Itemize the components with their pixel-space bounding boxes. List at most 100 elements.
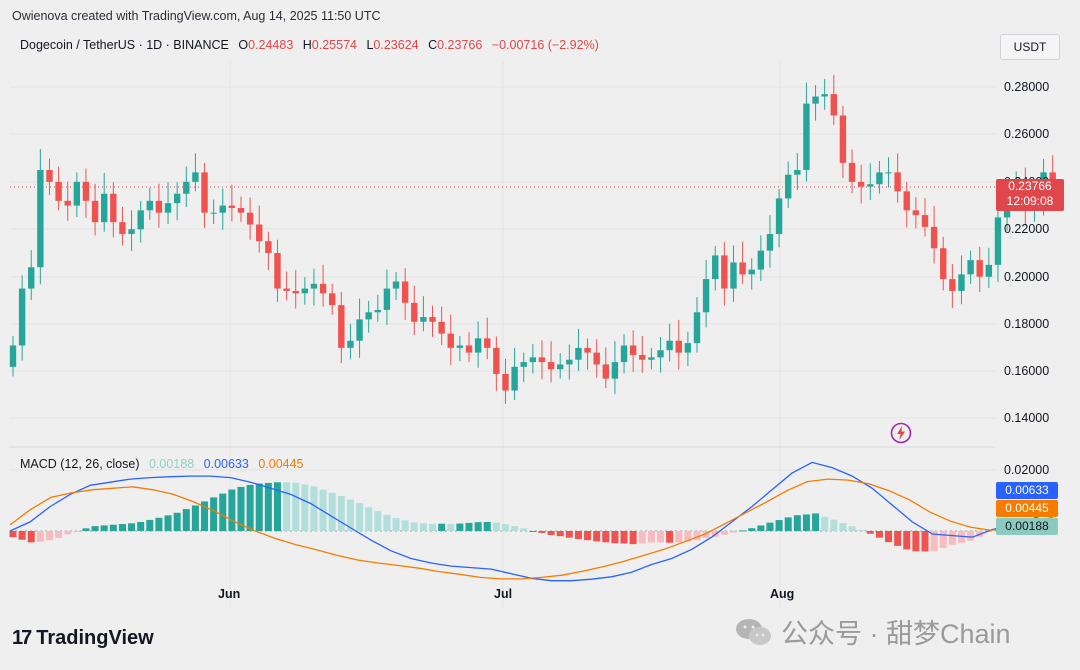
- candle-body: [940, 248, 947, 280]
- macd-histogram-bar: [638, 531, 646, 544]
- candle-body: [438, 321, 445, 334]
- change-value: −0.00716 (−2.92%): [491, 38, 599, 52]
- candle-body: [757, 250, 765, 270]
- candle-body: [55, 181, 62, 201]
- candle-body: [912, 210, 920, 216]
- macd-legend: MACD (12, 26, close) 0.00188 0.00633 0.0…: [20, 457, 304, 471]
- low-label: L: [366, 38, 374, 52]
- candle-body: [593, 352, 600, 365]
- price-tick: 0.16000: [1004, 364, 1050, 378]
- high-label: H: [302, 38, 312, 52]
- macd-tick: 0.02000: [1004, 463, 1050, 477]
- macd-histogram-bar: [18, 531, 26, 540]
- macd-histogram-bar: [729, 531, 737, 533]
- macd-histogram-bar: [310, 486, 318, 531]
- macd-title[interactable]: MACD (12, 26, close): [20, 457, 140, 471]
- open-label: O: [238, 38, 249, 52]
- candle-body: [155, 200, 163, 213]
- macd-histogram-bar: [401, 520, 409, 531]
- last-price-value: 0.23766: [1008, 179, 1052, 193]
- candle-body: [730, 262, 737, 289]
- candle-body: [949, 279, 956, 291]
- candle-body: [292, 290, 299, 294]
- macd-histogram-bar: [27, 531, 35, 543]
- close-value: 0.23766: [437, 38, 483, 52]
- watermark: 公众号 · 甜梦Chain: [735, 612, 1011, 651]
- candle-body: [584, 347, 591, 353]
- macd-histogram-bar: [647, 531, 655, 543]
- macd-histogram-bar: [82, 528, 90, 531]
- macd-histogram-bar: [438, 523, 446, 531]
- candle-body: [848, 162, 856, 182]
- candle-body: [748, 269, 755, 275]
- high-value: 0.25574: [311, 38, 357, 52]
- macd-histogram-bar: [538, 531, 546, 533]
- lightning-icon[interactable]: [890, 422, 912, 444]
- candle-body: [529, 357, 537, 363]
- macd-histogram-bar: [565, 531, 573, 538]
- candle-body: [274, 253, 281, 289]
- candle-body: [538, 357, 546, 363]
- tradingview-logo[interactable]: 17 TradingView: [12, 627, 154, 650]
- candles-group: [9, 75, 1056, 404]
- ohlc-legend: Dogecoin / TetherUS · 1D · BINANCE O0.24…: [20, 38, 599, 52]
- price-tick: 0.18000: [1004, 317, 1050, 331]
- candle-body: [620, 345, 628, 363]
- macd-histogram-bar: [91, 526, 99, 531]
- signal-line: [9, 478, 1053, 580]
- candle-body: [392, 281, 400, 289]
- macd-histogram-bar: [64, 531, 72, 535]
- macd-histogram-bar: [146, 519, 154, 531]
- candle-body: [246, 212, 254, 225]
- macd-value: 0.00633: [203, 457, 249, 471]
- candle-body: [265, 241, 272, 253]
- macd-histogram-bar: [702, 531, 710, 539]
- macd-histogram-bar: [264, 482, 272, 531]
- macd-histogram-bar: [383, 514, 391, 531]
- macd-histogram-bar: [894, 531, 902, 546]
- macd-histogram-bar: [511, 526, 519, 531]
- macd-histogram-bar: [830, 519, 838, 531]
- candle-body: [201, 172, 208, 213]
- macd-histogram-bar: [365, 507, 373, 531]
- x-tick-jul: Jul: [494, 587, 513, 601]
- candle-body: [283, 288, 290, 291]
- candle-body: [101, 193, 108, 223]
- macd-histogram-bar: [219, 493, 227, 531]
- currency-button[interactable]: USDT: [1000, 34, 1060, 60]
- macd-histogram-bar: [419, 523, 427, 531]
- macd-histogram-bar: [456, 523, 464, 531]
- candle-body: [766, 234, 774, 251]
- candle-body: [383, 288, 391, 310]
- macd-histogram-bar: [328, 492, 336, 531]
- candle-body: [712, 255, 719, 280]
- candle-body: [794, 170, 801, 175]
- macd-histogram-bar: [611, 531, 619, 544]
- candle-body: [876, 172, 883, 185]
- macd-histogram-bar: [866, 531, 874, 534]
- candle-body: [547, 362, 555, 370]
- candle-body: [91, 200, 99, 223]
- candle-body: [994, 217, 1002, 265]
- macd-histogram-bar: [173, 512, 181, 531]
- macd-histogram-bar: [620, 531, 628, 544]
- macd-histogram-bar: [574, 531, 582, 539]
- macd-histogram-bar: [191, 505, 199, 531]
- macd-histogram-bar: [109, 524, 117, 531]
- macd-histogram-bar: [529, 531, 537, 532]
- price-tick: 0.28000: [1004, 80, 1050, 94]
- macd-histogram-bar: [520, 528, 528, 531]
- candle-body: [73, 181, 81, 206]
- macd-histogram-bar: [346, 499, 354, 531]
- macd-histogram-bar: [547, 531, 555, 535]
- macd-histogram-bar: [356, 503, 364, 531]
- candle-body: [301, 288, 309, 294]
- macd-histogram-bar: [793, 515, 801, 531]
- candle-body: [611, 362, 619, 379]
- candle-body: [219, 205, 226, 213]
- macd-histogram-bar: [939, 531, 947, 548]
- candle-body: [885, 172, 892, 174]
- symbol-label[interactable]: Dogecoin / TetherUS · 1D · BINANCE: [20, 38, 229, 52]
